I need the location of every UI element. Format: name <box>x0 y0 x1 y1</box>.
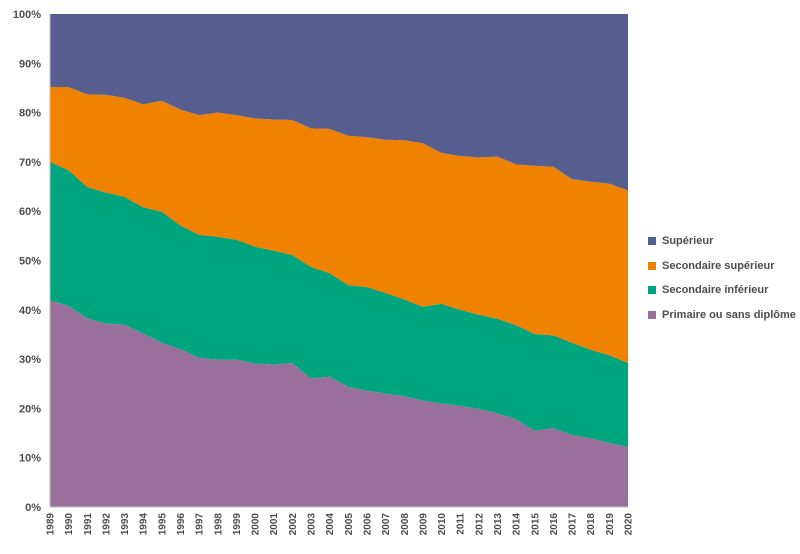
x-tick-label: 1989 <box>46 513 57 536</box>
y-tick-label: 100% <box>13 9 41 21</box>
legend-label: Supérieur <box>662 235 714 248</box>
y-tick-label: 60% <box>19 206 41 218</box>
x-tick-label: 2004 <box>325 513 336 536</box>
x-tick-label: 2005 <box>344 513 355 536</box>
y-tick-label: 40% <box>19 305 41 317</box>
x-tick-label: 2017 <box>568 513 579 536</box>
x-tick-label: 2002 <box>288 513 299 536</box>
y-tick-label: 20% <box>19 403 41 415</box>
legend-item-superieur: Supérieur <box>648 229 796 254</box>
legend-swatch <box>648 237 656 246</box>
x-tick-label: 2010 <box>437 513 448 536</box>
x-tick-label: 1999 <box>232 513 243 536</box>
legend-label: Secondaire inférieur <box>662 284 769 297</box>
legend-item-primaire: Primaire ou sans diplôme <box>648 303 796 328</box>
x-tick-label: 1994 <box>139 513 150 536</box>
legend-item-secondaire-inferieur: Secondaire inférieur <box>648 278 796 303</box>
x-tick-label: 2014 <box>512 513 523 536</box>
x-tick-label: 2009 <box>418 513 429 536</box>
x-tick-label: 1997 <box>195 513 206 536</box>
x-tick-label: 2015 <box>530 513 541 536</box>
legend-label: Primaire ou sans diplôme <box>662 308 796 321</box>
legend-label: Secondaire supérieur <box>662 259 775 272</box>
x-tick-label: 2011 <box>456 513 467 535</box>
chart-legend: Supérieur Secondaire supérieur Secondair… <box>648 229 796 327</box>
x-tick-label: 1993 <box>120 513 131 536</box>
x-tick-label: 2018 <box>586 513 597 536</box>
x-tick-label: 2008 <box>400 513 411 536</box>
legend-swatch <box>648 286 656 295</box>
legend-swatch <box>648 261 656 270</box>
chart-axes <box>49 14 628 508</box>
area-series-secondaire-sup-rieur <box>50 87 628 363</box>
x-tick-label: 1992 <box>101 513 112 536</box>
x-tick-label: 2016 <box>549 513 560 536</box>
x-tick-label: 2019 <box>605 513 616 536</box>
x-tick-label: 2013 <box>493 513 504 536</box>
chart-areas <box>50 14 628 507</box>
x-tick-label: 1991 <box>83 513 94 536</box>
x-tick-label: 1998 <box>213 513 224 536</box>
x-tick-label: 1990 <box>64 513 75 536</box>
y-tick-label: 90% <box>19 58 41 70</box>
y-tick-label: 70% <box>19 157 41 169</box>
x-axis-ticks: 1989 1990 1991 1992 1993 1994 1995 1996 1997 1998… <box>46 513 635 536</box>
x-tick-label: 2003 <box>307 513 318 536</box>
x-tick-label: 2020 <box>624 513 635 536</box>
y-axis-ticks: 0% 10% 20% 30% 40% 50% 60% 70% 80% 90% 100% <box>13 9 41 514</box>
legend-swatch <box>648 310 656 319</box>
x-tick-label: 2000 <box>251 513 262 536</box>
x-tick-label: 1995 <box>157 513 168 536</box>
x-tick-label: 2001 <box>269 513 280 536</box>
x-tick-label: 1996 <box>176 513 187 536</box>
y-tick-label: 30% <box>19 354 41 366</box>
x-tick-label: 2007 <box>381 513 392 536</box>
area-series-primaire-ou-sans-dipl-me <box>50 300 628 507</box>
area-series-sup-rieur <box>50 14 628 191</box>
area-series-secondaire-inf-rieur <box>50 161 628 447</box>
y-tick-label: 10% <box>19 453 41 465</box>
legend-item-secondaire-superieur: Secondaire supérieur <box>648 254 796 279</box>
x-tick-label: 2012 <box>474 513 485 536</box>
y-tick-label: 50% <box>19 256 41 268</box>
y-tick-label: 80% <box>19 108 41 120</box>
y-tick-label: 0% <box>25 502 41 514</box>
x-tick-label: 2006 <box>362 513 373 536</box>
